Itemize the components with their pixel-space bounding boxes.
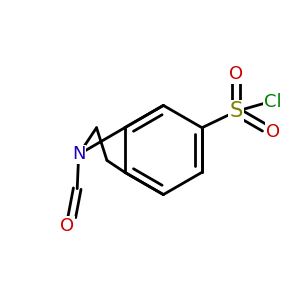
Text: O: O: [229, 65, 243, 83]
Text: O: O: [60, 217, 74, 235]
Text: N: N: [72, 146, 86, 164]
Text: S: S: [230, 101, 243, 122]
Text: O: O: [266, 123, 280, 141]
Text: Cl: Cl: [264, 93, 281, 111]
